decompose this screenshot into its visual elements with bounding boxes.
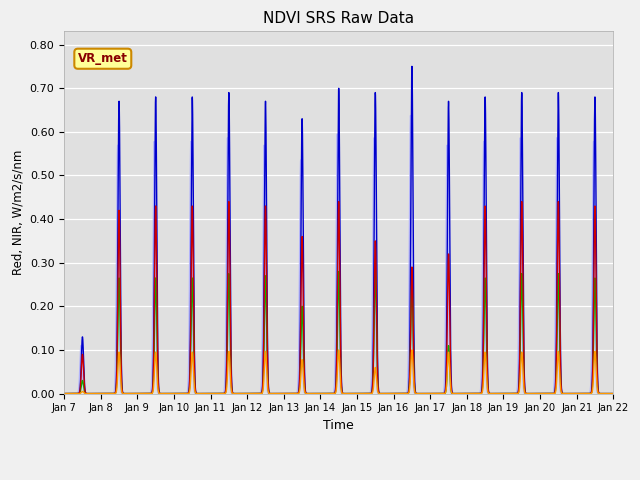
Title: NDVI SRS Raw Data: NDVI SRS Raw Data [263,11,414,26]
Y-axis label: Red, NIR, W/m2/s/nm: Red, NIR, W/m2/s/nm [11,150,24,275]
X-axis label: Time: Time [323,419,354,432]
Legend: NDVI_650in, NDVI_810in, NDVI_810out, NDVI_650out: NDVI_650in, NDVI_810in, NDVI_810out, NDV… [94,479,584,480]
Text: VR_met: VR_met [78,52,128,65]
